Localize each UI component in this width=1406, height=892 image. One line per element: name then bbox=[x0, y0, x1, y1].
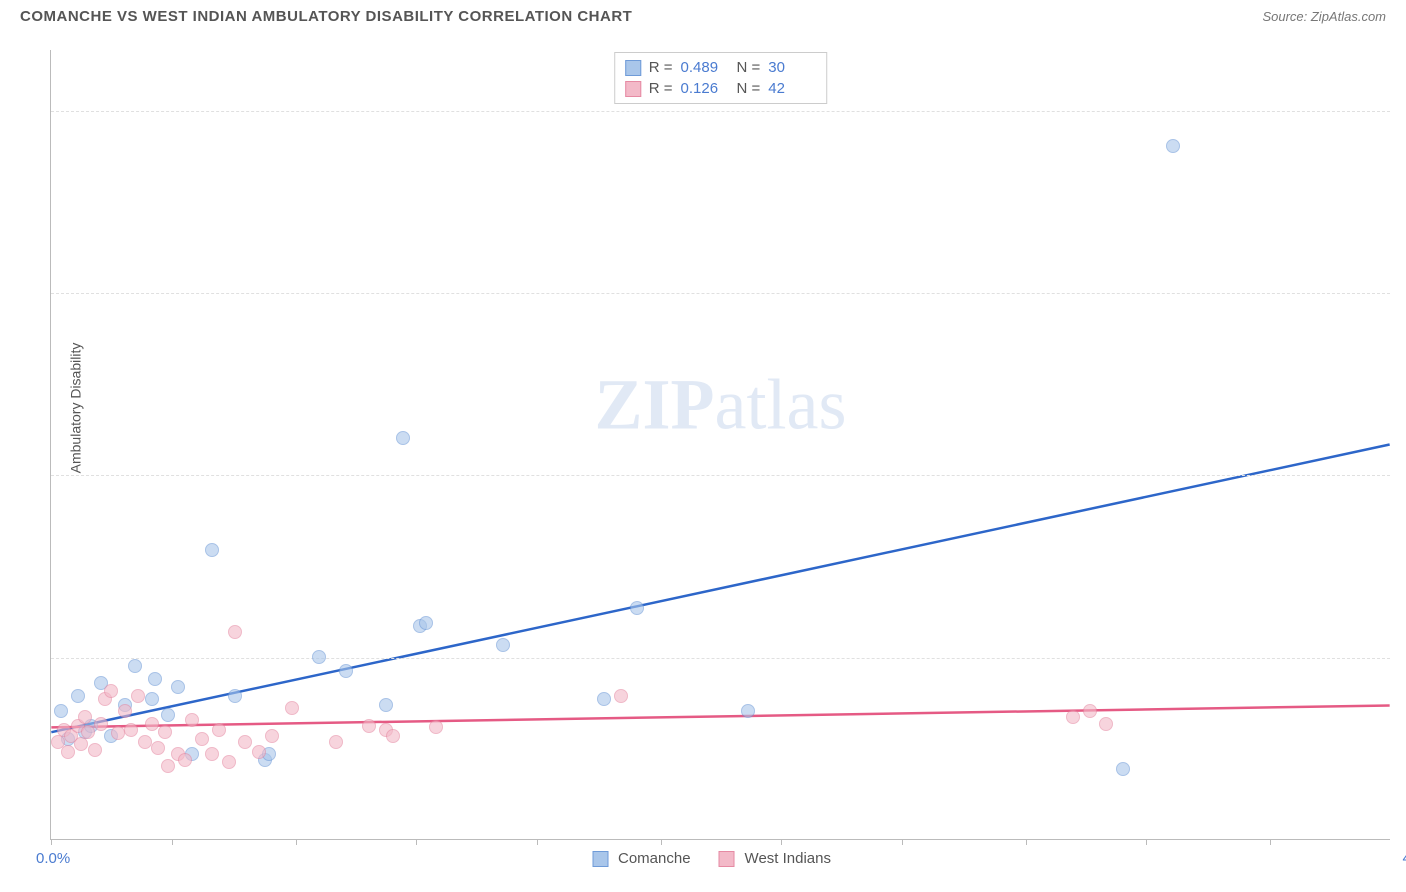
swatch-icon bbox=[625, 60, 641, 76]
scatter-point bbox=[161, 708, 175, 722]
scatter-point bbox=[124, 723, 138, 737]
x-tick bbox=[1270, 839, 1271, 845]
scatter-point bbox=[1099, 717, 1113, 731]
scatter-point bbox=[212, 723, 226, 737]
n-label: N = bbox=[737, 80, 761, 97]
swatch-icon bbox=[719, 851, 735, 867]
scatter-point bbox=[94, 717, 108, 731]
scatter-point bbox=[151, 741, 165, 755]
scatter-point bbox=[171, 680, 185, 694]
scatter-point bbox=[145, 717, 159, 731]
swatch-icon bbox=[592, 851, 608, 867]
scatter-point bbox=[145, 692, 159, 706]
legend-label: Comanche bbox=[618, 850, 691, 867]
scatter-point bbox=[138, 735, 152, 749]
scatter-point bbox=[228, 689, 242, 703]
source-label: Source: ZipAtlas.com bbox=[1262, 9, 1386, 24]
x-axis-max-label: 40.0% bbox=[1402, 850, 1406, 867]
scatter-point bbox=[614, 689, 628, 703]
stats-row-westindian: R = 0.126 N = 42 bbox=[625, 78, 817, 99]
gridline bbox=[51, 293, 1390, 294]
scatter-point bbox=[265, 729, 279, 743]
scatter-point bbox=[61, 745, 75, 759]
scatter-point bbox=[78, 710, 92, 724]
scatter-point bbox=[1166, 139, 1180, 153]
x-tick bbox=[172, 839, 173, 845]
r-label: R = bbox=[649, 59, 673, 76]
scatter-point bbox=[238, 735, 252, 749]
scatter-point bbox=[178, 753, 192, 767]
scatter-point bbox=[161, 759, 175, 773]
swatch-icon bbox=[625, 81, 641, 97]
scatter-point bbox=[81, 725, 95, 739]
scatter-point bbox=[228, 625, 242, 639]
x-tick bbox=[416, 839, 417, 845]
scatter-point bbox=[419, 616, 433, 630]
x-axis-min-label: 0.0% bbox=[36, 850, 70, 867]
scatter-point bbox=[312, 650, 326, 664]
scatter-point bbox=[386, 729, 400, 743]
gridline bbox=[51, 111, 1390, 112]
scatter-point bbox=[104, 684, 118, 698]
chart-plot-area: ZIPatlas R = 0.489 N = 30 R = 0.126 N = … bbox=[50, 50, 1390, 840]
scatter-point bbox=[195, 732, 209, 746]
scatter-point bbox=[630, 601, 644, 615]
scatter-point bbox=[205, 747, 219, 761]
x-tick bbox=[1026, 839, 1027, 845]
scatter-point bbox=[285, 701, 299, 715]
x-tick bbox=[51, 839, 52, 845]
scatter-point bbox=[1066, 710, 1080, 724]
trend-line bbox=[51, 705, 1389, 727]
scatter-point bbox=[185, 713, 199, 727]
legend-label: West Indians bbox=[745, 850, 831, 867]
n-label: N = bbox=[737, 59, 761, 76]
scatter-point bbox=[205, 543, 219, 557]
x-tick bbox=[902, 839, 903, 845]
scatter-point bbox=[252, 745, 266, 759]
scatter-point bbox=[128, 659, 142, 673]
scatter-point bbox=[1083, 704, 1097, 718]
scatter-point bbox=[222, 755, 236, 769]
gridline bbox=[51, 658, 1390, 659]
scatter-point bbox=[131, 689, 145, 703]
n-value: 30 bbox=[768, 59, 816, 76]
scatter-point bbox=[148, 672, 162, 686]
chart-title: COMANCHE VS WEST INDIAN AMBULATORY DISAB… bbox=[20, 8, 632, 25]
scatter-point bbox=[88, 743, 102, 757]
scatter-point bbox=[496, 638, 510, 652]
r-label: R = bbox=[649, 80, 673, 97]
x-tick bbox=[1146, 839, 1147, 845]
trend-lines-svg bbox=[51, 50, 1390, 839]
scatter-point bbox=[379, 698, 393, 712]
scatter-point bbox=[111, 726, 125, 740]
trend-line bbox=[51, 445, 1389, 733]
scatter-point bbox=[74, 737, 88, 751]
x-tick bbox=[781, 839, 782, 845]
scatter-point bbox=[741, 704, 755, 718]
r-value: 0.126 bbox=[681, 80, 729, 97]
stats-legend-box: R = 0.489 N = 30 R = 0.126 N = 42 bbox=[614, 52, 828, 104]
scatter-point bbox=[158, 725, 172, 739]
scatter-point bbox=[71, 689, 85, 703]
x-tick bbox=[296, 839, 297, 845]
scatter-point bbox=[339, 664, 353, 678]
watermark-logo: ZIPatlas bbox=[595, 364, 847, 447]
scatter-point bbox=[396, 431, 410, 445]
n-value: 42 bbox=[768, 80, 816, 97]
scatter-point bbox=[597, 692, 611, 706]
series-legend: Comanche West Indians bbox=[592, 850, 849, 867]
r-value: 0.489 bbox=[681, 59, 729, 76]
scatter-point bbox=[362, 719, 376, 733]
scatter-point bbox=[329, 735, 343, 749]
scatter-point bbox=[429, 720, 443, 734]
x-tick bbox=[661, 839, 662, 845]
scatter-point bbox=[54, 704, 68, 718]
x-tick bbox=[537, 839, 538, 845]
scatter-point bbox=[118, 704, 132, 718]
scatter-point bbox=[1116, 762, 1130, 776]
gridline bbox=[51, 475, 1390, 476]
stats-row-comanche: R = 0.489 N = 30 bbox=[625, 57, 817, 78]
